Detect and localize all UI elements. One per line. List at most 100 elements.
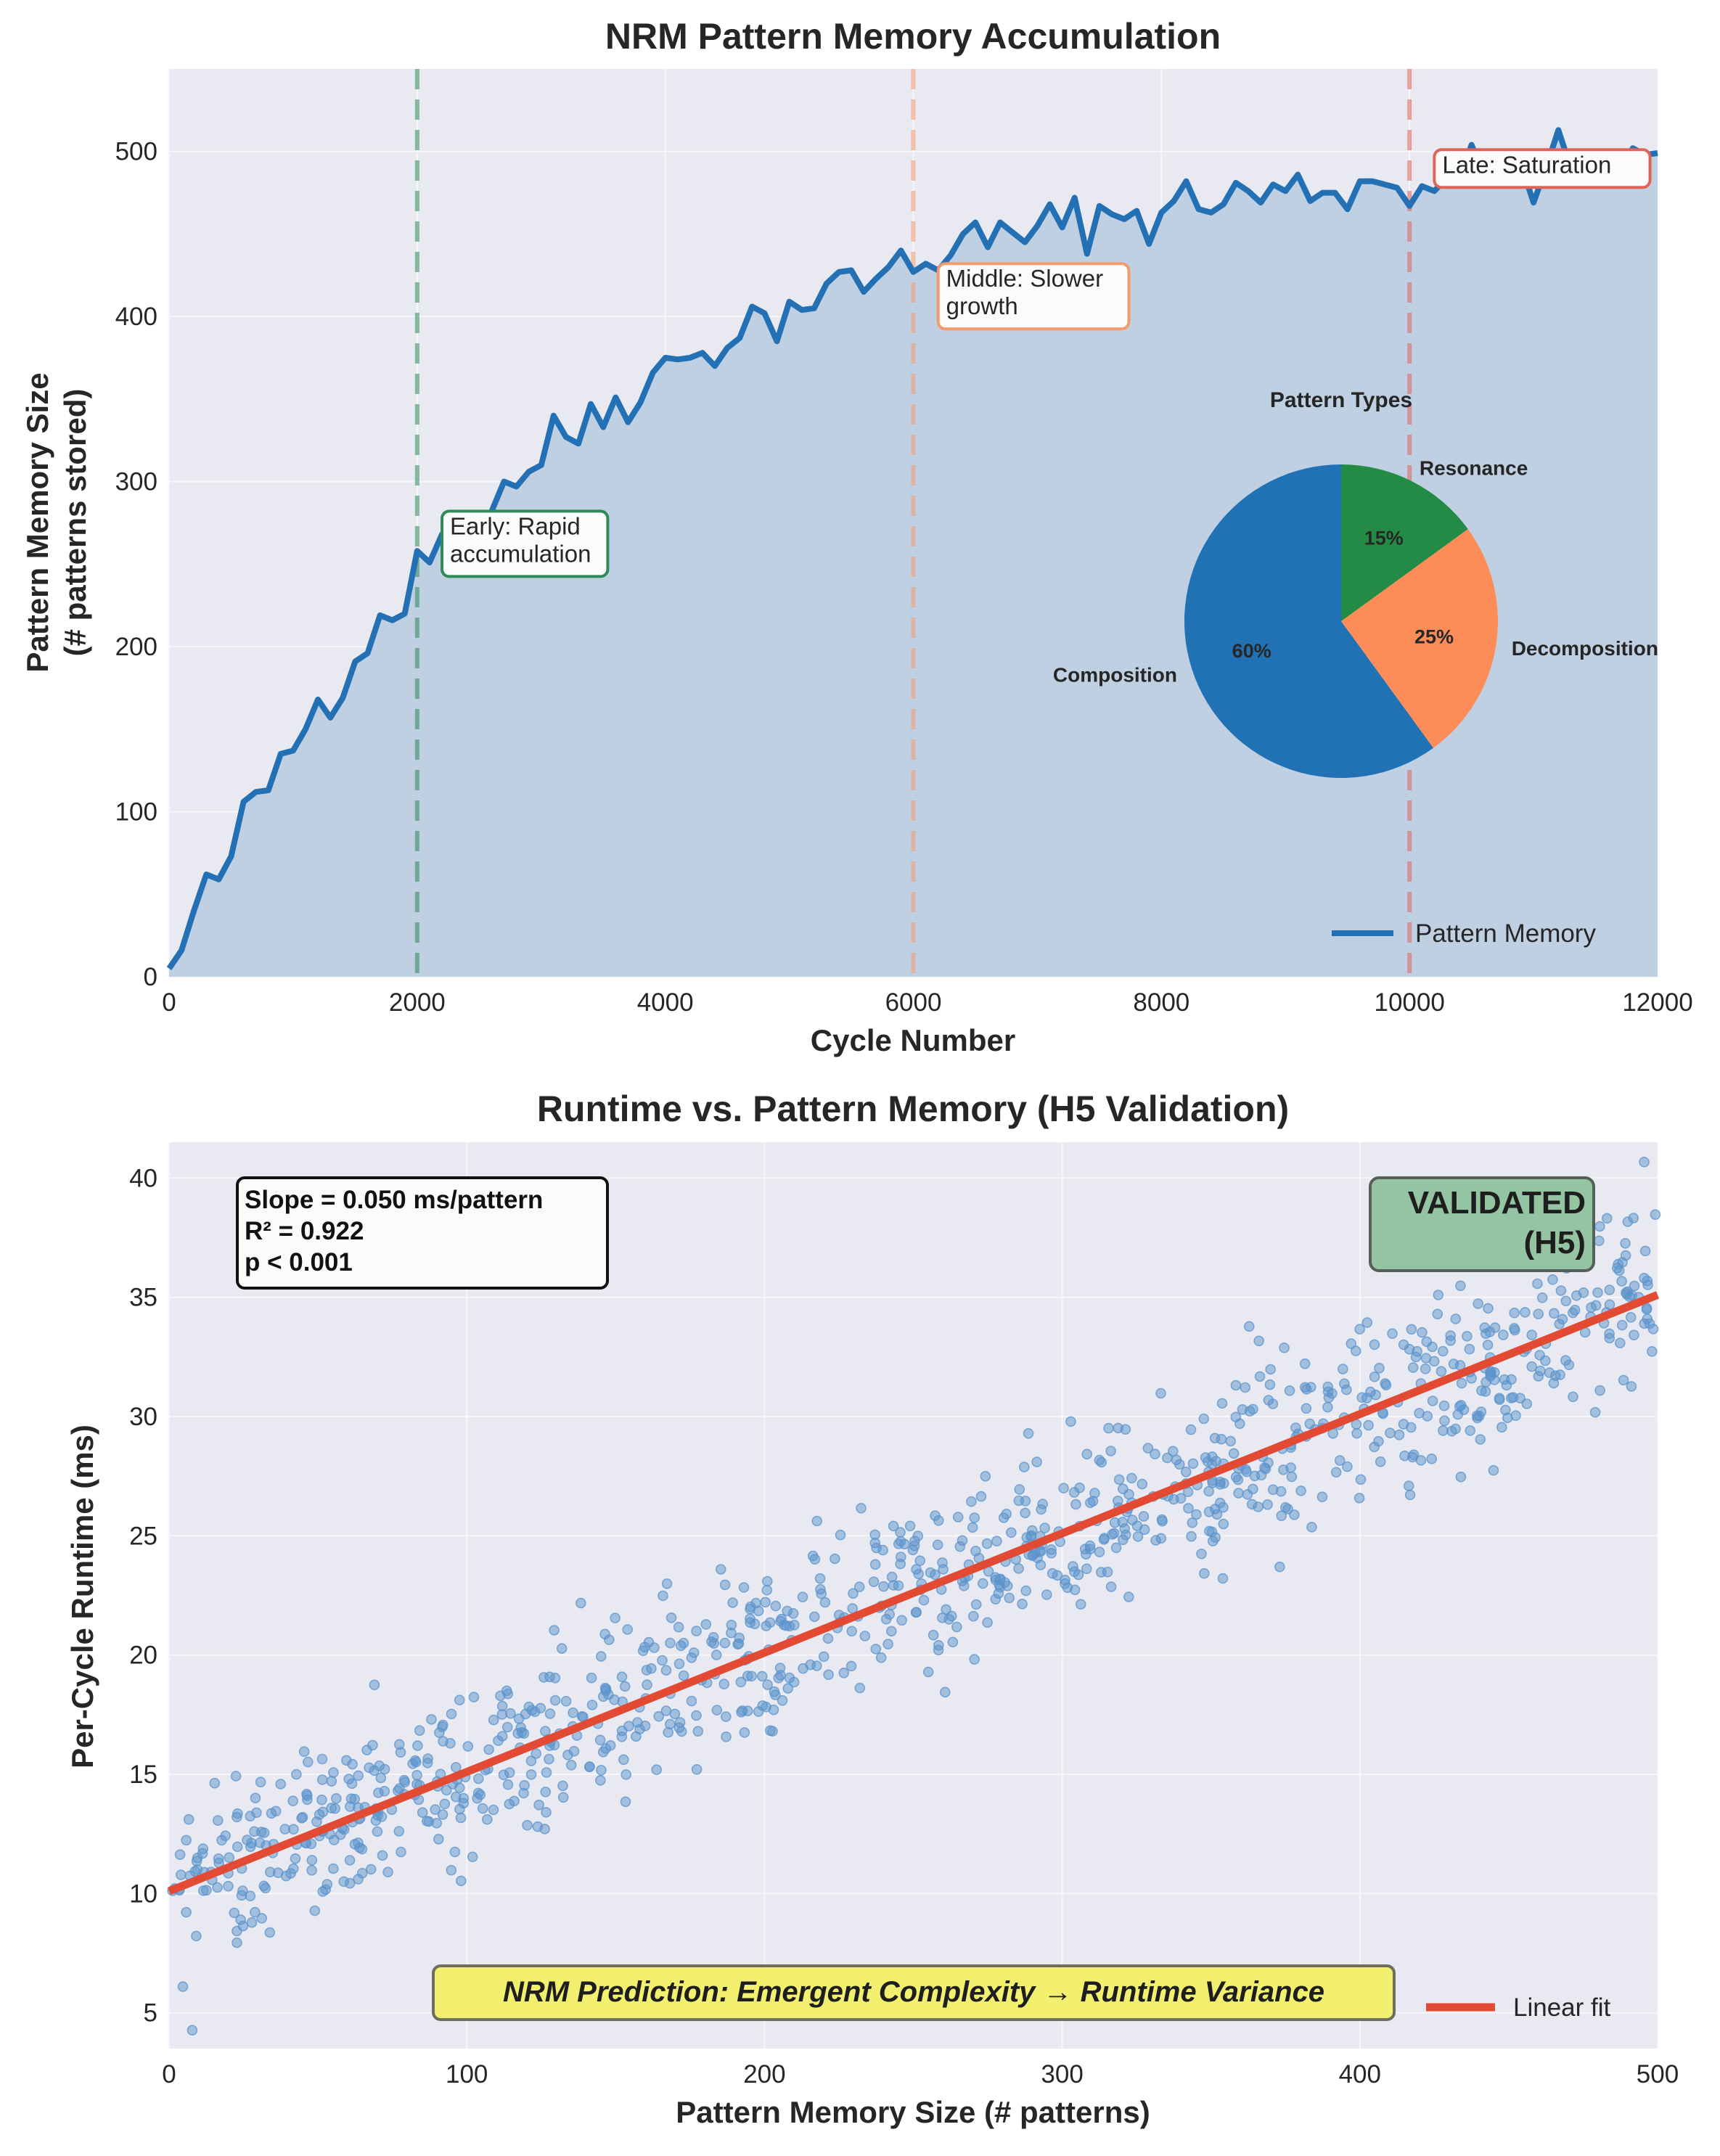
scatter-point xyxy=(726,1627,737,1639)
top-x-tick-label: 2000 xyxy=(389,988,446,1017)
scatter-point xyxy=(395,1747,406,1758)
scatter-point xyxy=(1230,1380,1242,1391)
scatter-point xyxy=(968,1610,979,1622)
scatter-point xyxy=(586,1700,598,1710)
scatter-point xyxy=(990,1572,1001,1583)
scatter-point xyxy=(914,1555,925,1566)
scatter-point xyxy=(869,1538,881,1549)
scatter-point xyxy=(1374,1363,1385,1374)
scatter-point xyxy=(927,1629,939,1641)
scatter-point xyxy=(1150,1448,1160,1459)
scatter-point xyxy=(1393,1429,1405,1440)
scatter-point xyxy=(504,1798,515,1810)
scatter-point xyxy=(1025,1530,1037,1541)
scatter-point xyxy=(422,1758,433,1768)
scatter-point xyxy=(1613,1265,1625,1276)
scatter-point xyxy=(1496,1422,1507,1433)
scatter-point xyxy=(250,1792,261,1803)
scatter-point xyxy=(356,1843,368,1855)
scatter-point xyxy=(1240,1464,1251,1475)
scatter-point xyxy=(1620,1238,1631,1249)
scatter-point xyxy=(309,1905,321,1917)
scatter-point xyxy=(1218,1518,1229,1530)
scatter-point xyxy=(183,1813,194,1825)
scatter-point xyxy=(910,1607,922,1618)
scatter-point xyxy=(735,1676,747,1688)
scatter-point xyxy=(1570,1290,1582,1301)
scatter-point xyxy=(782,1683,793,1694)
scatter-point xyxy=(1301,1403,1312,1414)
scatter-point xyxy=(1433,1290,1444,1300)
scatter-point xyxy=(673,1658,685,1670)
scatter-point xyxy=(1209,1432,1221,1444)
scatter-point xyxy=(823,1669,834,1680)
scatter-point xyxy=(727,1597,738,1608)
scatter-point xyxy=(266,1808,277,1819)
prediction-text: NRM Prediction: Emergent Complexity → Ru… xyxy=(503,1976,1324,2008)
scatter-point xyxy=(525,1769,537,1780)
scatter-point xyxy=(1380,1380,1392,1390)
scatter-point xyxy=(952,1512,964,1522)
scatter-point xyxy=(549,1673,561,1684)
pie-title: Pattern Types xyxy=(1270,388,1412,412)
scatter-point xyxy=(1494,1394,1505,1405)
scatter-point xyxy=(930,1569,941,1581)
scatter-point xyxy=(557,1792,569,1803)
scatter-point xyxy=(364,1762,375,1774)
scatter-point xyxy=(393,1826,405,1837)
scatter-point xyxy=(176,1869,187,1880)
scatter-point xyxy=(1568,1391,1578,1403)
scatter-point xyxy=(853,1581,865,1592)
scatter-point xyxy=(1070,1499,1081,1510)
stats-p: p < 0.001 xyxy=(245,1248,353,1276)
early-annotation-line-1: Early: Rapid xyxy=(450,512,581,539)
scatter-point xyxy=(349,1793,361,1805)
scatter-point xyxy=(556,1643,568,1654)
scatter-point xyxy=(1629,1329,1639,1340)
scatter-point xyxy=(1626,1381,1637,1392)
scatter-point xyxy=(981,1538,993,1549)
top-x-tick-label: 6000 xyxy=(885,988,942,1017)
scatter-point xyxy=(1520,1307,1531,1318)
scatter-point xyxy=(742,1671,753,1681)
scatter-point xyxy=(1602,1213,1613,1224)
scatter-point xyxy=(1361,1317,1373,1328)
scatter-point xyxy=(789,1620,800,1631)
scatter-point xyxy=(525,1755,537,1766)
scatter-point xyxy=(1120,1424,1131,1435)
scatter-point xyxy=(1647,1324,1659,1335)
scatter-point xyxy=(1594,1385,1605,1396)
linear-fit-line xyxy=(167,1291,1660,1895)
scatter-point xyxy=(328,1835,340,1845)
scatter-point xyxy=(513,1713,525,1724)
scatter-point xyxy=(882,1639,893,1649)
scatter-point xyxy=(700,1619,712,1630)
scatter-point xyxy=(1013,1495,1025,1507)
scatter-point xyxy=(719,1579,731,1591)
scatter-point xyxy=(634,1723,645,1735)
scatter-point xyxy=(756,1671,768,1682)
scatter-point xyxy=(797,1591,808,1602)
scatter-point xyxy=(969,1654,980,1665)
scatter-point xyxy=(1207,1477,1219,1488)
scatter-point xyxy=(1052,1570,1063,1581)
scatter-point xyxy=(1105,1446,1116,1456)
scatter-point xyxy=(1604,1332,1615,1344)
top-x-tick-label: 0 xyxy=(162,988,176,1017)
scatter-point xyxy=(1217,1573,1229,1584)
scatter-point xyxy=(1132,1531,1144,1542)
scatter-point xyxy=(1060,1578,1070,1589)
scatter-point xyxy=(1330,1467,1342,1478)
scatter-point xyxy=(739,1727,750,1738)
scatter-point xyxy=(1526,1361,1537,1372)
scatter-point xyxy=(845,1660,857,1672)
scatter-point xyxy=(375,1772,387,1784)
early-annotation: Early: Rapid accumulation xyxy=(441,509,610,578)
scatter-point xyxy=(1069,1584,1081,1596)
scatter-point xyxy=(1407,1451,1418,1463)
scatter-point xyxy=(496,1700,508,1712)
scatter-point xyxy=(978,1578,988,1589)
scatter-point xyxy=(1334,1455,1346,1466)
scatter-point xyxy=(1338,1364,1348,1374)
scatter-point xyxy=(398,1774,410,1786)
